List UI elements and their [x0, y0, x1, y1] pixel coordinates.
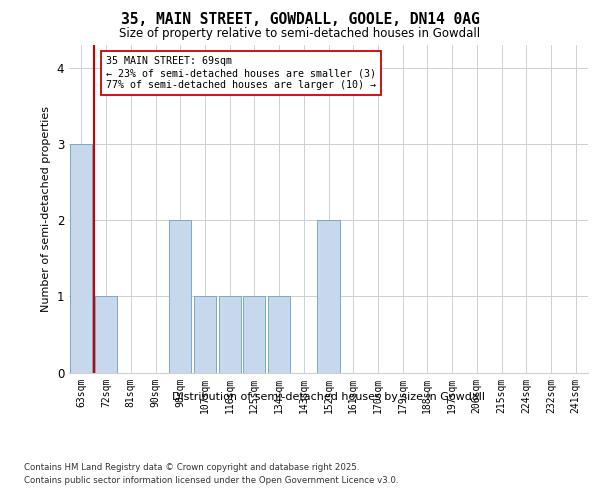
Bar	[95, 296, 117, 372]
Text: Contains public sector information licensed under the Open Government Licence v3: Contains public sector information licen…	[24, 476, 398, 485]
Y-axis label: Number of semi-detached properties: Number of semi-detached properties	[41, 106, 51, 312]
Text: 35, MAIN STREET, GOWDALL, GOOLE, DN14 0AG: 35, MAIN STREET, GOWDALL, GOOLE, DN14 0A…	[121, 12, 479, 28]
Bar	[169, 220, 191, 372]
Text: Contains HM Land Registry data © Crown copyright and database right 2025.: Contains HM Land Registry data © Crown c…	[24, 462, 359, 471]
Bar	[317, 220, 340, 372]
Bar	[243, 296, 265, 372]
Text: Distribution of semi-detached houses by size in Gowdall: Distribution of semi-detached houses by …	[172, 392, 485, 402]
Bar	[218, 296, 241, 372]
Text: Size of property relative to semi-detached houses in Gowdall: Size of property relative to semi-detach…	[119, 28, 481, 40]
Bar	[70, 144, 92, 372]
Bar	[194, 296, 216, 372]
Bar	[268, 296, 290, 372]
Text: 35 MAIN STREET: 69sqm
← 23% of semi-detached houses are smaller (3)
77% of semi-: 35 MAIN STREET: 69sqm ← 23% of semi-deta…	[106, 56, 376, 90]
